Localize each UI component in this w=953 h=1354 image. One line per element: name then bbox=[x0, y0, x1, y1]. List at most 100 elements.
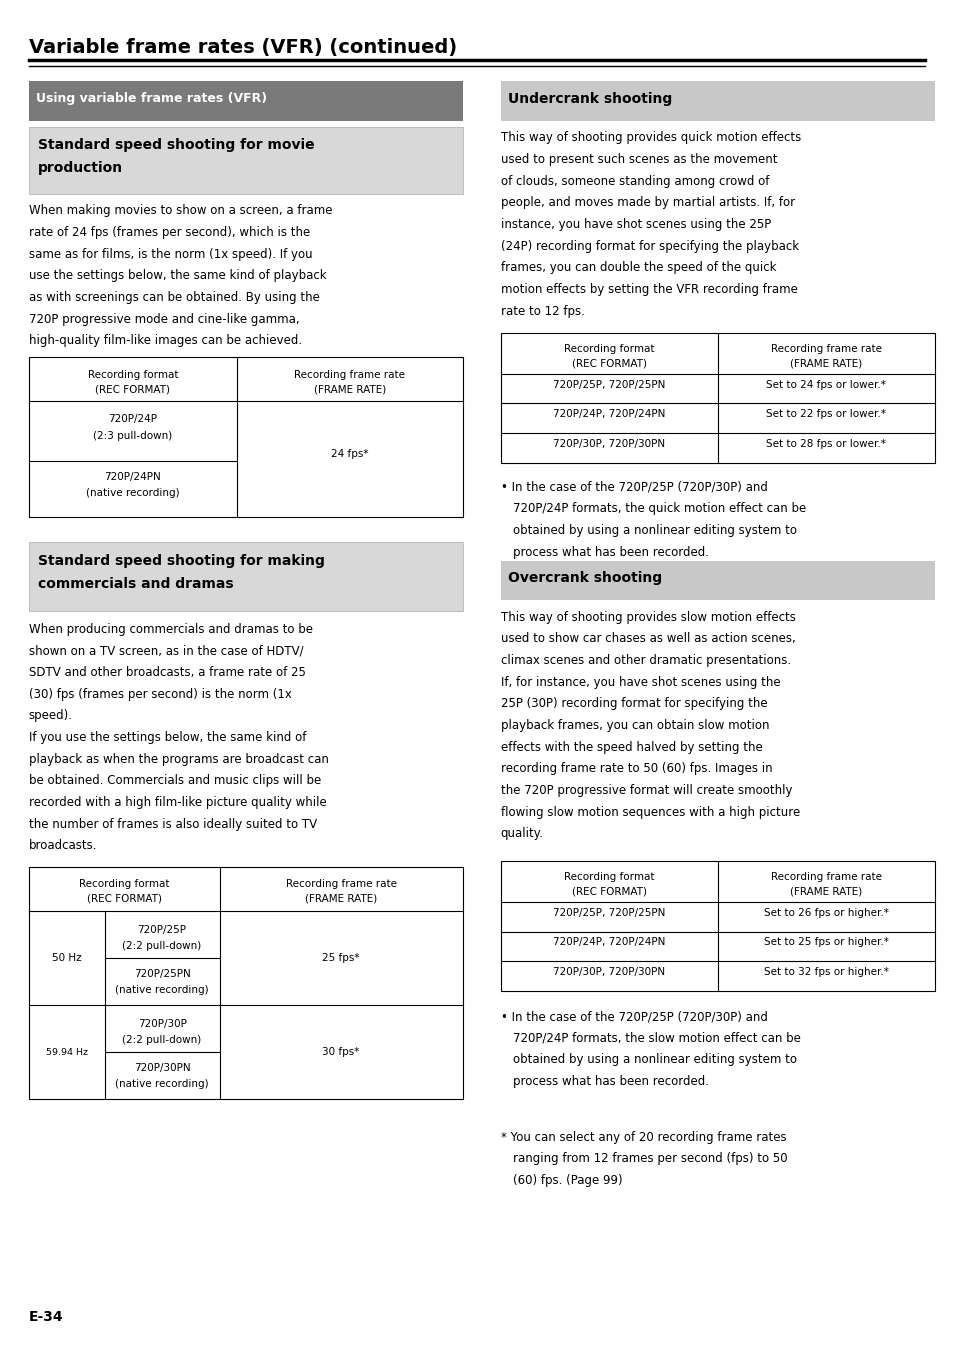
Text: climax scenes and other dramatic presentations.: climax scenes and other dramatic present… bbox=[500, 654, 790, 668]
Text: 720P/24P formats, the slow motion effect can be: 720P/24P formats, the slow motion effect… bbox=[513, 1032, 801, 1045]
Bar bbox=[29, 542, 462, 611]
Text: Recording format: Recording format bbox=[563, 872, 654, 881]
Text: be obtained. Commercials and music clips will be: be obtained. Commercials and music clips… bbox=[29, 774, 320, 788]
Text: 720P progressive mode and cine-like gamma,: 720P progressive mode and cine-like gamm… bbox=[29, 313, 299, 326]
Text: (REC FORMAT): (REC FORMAT) bbox=[87, 894, 161, 903]
Text: Set to 24 fps or lower.*: Set to 24 fps or lower.* bbox=[765, 379, 885, 390]
Bar bbox=[500, 333, 934, 463]
Text: Recording frame rate: Recording frame rate bbox=[770, 344, 881, 353]
Text: • In the case of the 720P/25P (720P/30P) and: • In the case of the 720P/25P (720P/30P)… bbox=[500, 481, 767, 494]
Text: frames, you can double the speed of the quick: frames, you can double the speed of the … bbox=[500, 261, 776, 275]
Bar bbox=[29, 867, 462, 1099]
Text: process what has been recorded.: process what has been recorded. bbox=[513, 546, 708, 559]
Text: * You can select any of 20 recording frame rates: * You can select any of 20 recording fra… bbox=[500, 1131, 785, 1144]
Text: Recording format: Recording format bbox=[563, 344, 654, 353]
Text: Variable frame rates (VFR) (continued): Variable frame rates (VFR) (continued) bbox=[29, 38, 456, 57]
Text: effects with the speed halved by setting the: effects with the speed halved by setting… bbox=[500, 741, 761, 754]
Text: production: production bbox=[38, 161, 123, 175]
Text: (FRAME RATE): (FRAME RATE) bbox=[789, 887, 862, 896]
Text: (2:3 pull-down): (2:3 pull-down) bbox=[93, 431, 172, 440]
Text: When producing commercials and dramas to be: When producing commercials and dramas to… bbox=[29, 623, 313, 636]
Text: 25P (30P) recording format for specifying the: 25P (30P) recording format for specifyin… bbox=[500, 697, 766, 711]
Text: 50 Hz: 50 Hz bbox=[51, 953, 81, 963]
Text: obtained by using a nonlinear editing system to: obtained by using a nonlinear editing sy… bbox=[513, 524, 797, 538]
Text: Set to 32 fps or higher.*: Set to 32 fps or higher.* bbox=[763, 967, 888, 978]
Text: broadcasts.: broadcasts. bbox=[29, 839, 97, 853]
Bar bbox=[29, 81, 462, 121]
Text: 24 fps*: 24 fps* bbox=[331, 448, 368, 459]
Text: 720P/25PN: 720P/25PN bbox=[133, 969, 191, 979]
Text: 720P/30P: 720P/30P bbox=[137, 1020, 187, 1029]
Text: used to present such scenes as the movement: used to present such scenes as the movem… bbox=[500, 153, 777, 167]
Bar bbox=[500, 81, 934, 121]
Text: same as for films, is the norm (1x speed). If you: same as for films, is the norm (1x speed… bbox=[29, 248, 312, 261]
Text: Standard speed shooting for making: Standard speed shooting for making bbox=[38, 554, 325, 567]
Text: Recording format: Recording format bbox=[79, 879, 170, 888]
Text: E-34: E-34 bbox=[29, 1311, 63, 1324]
Text: Using variable frame rates (VFR): Using variable frame rates (VFR) bbox=[36, 92, 267, 106]
Text: ranging from 12 frames per second (fps) to 50: ranging from 12 frames per second (fps) … bbox=[513, 1152, 787, 1166]
Bar bbox=[29, 127, 462, 194]
Text: shown on a TV screen, as in the case of HDTV/: shown on a TV screen, as in the case of … bbox=[29, 645, 303, 658]
Text: recorded with a high film-like picture quality while: recorded with a high film-like picture q… bbox=[29, 796, 326, 810]
Text: 720P/30P, 720P/30PN: 720P/30P, 720P/30PN bbox=[553, 439, 665, 450]
Text: 720P/25P, 720P/25PN: 720P/25P, 720P/25PN bbox=[553, 379, 665, 390]
Text: SDTV and other broadcasts, a frame rate of 25: SDTV and other broadcasts, a frame rate … bbox=[29, 666, 305, 680]
Text: the 720P progressive format will create smoothly: the 720P progressive format will create … bbox=[500, 784, 792, 798]
Text: If, for instance, you have shot scenes using the: If, for instance, you have shot scenes u… bbox=[500, 676, 780, 689]
Text: speed).: speed). bbox=[29, 709, 72, 723]
Text: (REC FORMAT): (REC FORMAT) bbox=[571, 887, 646, 896]
Text: Overcrank shooting: Overcrank shooting bbox=[508, 571, 662, 585]
Text: 720P/24P formats, the quick motion effect can be: 720P/24P formats, the quick motion effec… bbox=[513, 502, 805, 516]
Text: If you use the settings below, the same kind of: If you use the settings below, the same … bbox=[29, 731, 306, 745]
Text: Undercrank shooting: Undercrank shooting bbox=[508, 92, 672, 106]
Bar bbox=[500, 861, 934, 991]
Text: (FRAME RATE): (FRAME RATE) bbox=[314, 385, 386, 394]
Text: Set to 26 fps or higher.*: Set to 26 fps or higher.* bbox=[763, 907, 888, 918]
Text: Standard speed shooting for movie: Standard speed shooting for movie bbox=[38, 138, 314, 152]
Text: 720P/24P: 720P/24P bbox=[109, 414, 157, 424]
Text: Recording frame rate: Recording frame rate bbox=[285, 879, 396, 888]
Text: (native recording): (native recording) bbox=[115, 986, 209, 995]
Text: 720P/25P: 720P/25P bbox=[137, 925, 187, 934]
Text: (60) fps. (Page 99): (60) fps. (Page 99) bbox=[513, 1174, 622, 1187]
Text: Set to 25 fps or higher.*: Set to 25 fps or higher.* bbox=[763, 937, 888, 948]
Text: This way of shooting provides slow motion effects: This way of shooting provides slow motio… bbox=[500, 611, 795, 624]
Text: 59.94 Hz: 59.94 Hz bbox=[46, 1048, 88, 1057]
Text: This way of shooting provides quick motion effects: This way of shooting provides quick moti… bbox=[500, 131, 801, 145]
Text: commercials and dramas: commercials and dramas bbox=[38, 577, 233, 590]
Text: rate of 24 fps (frames per second), which is the: rate of 24 fps (frames per second), whic… bbox=[29, 226, 310, 240]
Text: quality.: quality. bbox=[500, 827, 543, 841]
Text: 720P/24P, 720P/24PN: 720P/24P, 720P/24PN bbox=[553, 937, 665, 948]
Text: people, and moves made by martial artists. If, for: people, and moves made by martial artist… bbox=[500, 196, 794, 210]
Text: high-quality film-like images can be achieved.: high-quality film-like images can be ach… bbox=[29, 334, 301, 348]
Text: Recording format: Recording format bbox=[88, 370, 178, 379]
Text: (REC FORMAT): (REC FORMAT) bbox=[95, 385, 171, 394]
Text: 720P/30PN: 720P/30PN bbox=[133, 1063, 191, 1074]
Text: 720P/24P, 720P/24PN: 720P/24P, 720P/24PN bbox=[553, 409, 665, 420]
Text: flowing slow motion sequences with a high picture: flowing slow motion sequences with a hig… bbox=[500, 806, 800, 819]
Text: 30 fps*: 30 fps* bbox=[322, 1048, 359, 1057]
Text: • In the case of the 720P/25P (720P/30P) and: • In the case of the 720P/25P (720P/30P)… bbox=[500, 1010, 767, 1024]
Text: playback as when the programs are broadcast can: playback as when the programs are broadc… bbox=[29, 753, 328, 766]
Text: 720P/25P, 720P/25PN: 720P/25P, 720P/25PN bbox=[553, 907, 665, 918]
Text: Set to 22 fps or lower.*: Set to 22 fps or lower.* bbox=[765, 409, 885, 420]
Text: 720P/24PN: 720P/24PN bbox=[104, 473, 161, 482]
Text: process what has been recorded.: process what has been recorded. bbox=[513, 1075, 708, 1089]
Text: playback frames, you can obtain slow motion: playback frames, you can obtain slow mot… bbox=[500, 719, 768, 733]
Text: When making movies to show on a screen, a frame: When making movies to show on a screen, … bbox=[29, 204, 332, 218]
Text: (FRAME RATE): (FRAME RATE) bbox=[789, 359, 862, 368]
Text: (2:2 pull-down): (2:2 pull-down) bbox=[122, 941, 201, 951]
Text: (24P) recording format for specifying the playback: (24P) recording format for specifying th… bbox=[500, 240, 798, 253]
Text: 25 fps*: 25 fps* bbox=[322, 953, 359, 963]
Text: 720P/30P, 720P/30PN: 720P/30P, 720P/30PN bbox=[553, 967, 665, 978]
Bar bbox=[29, 357, 462, 517]
Text: as with screenings can be obtained. By using the: as with screenings can be obtained. By u… bbox=[29, 291, 319, 305]
Text: use the settings below, the same kind of playback: use the settings below, the same kind of… bbox=[29, 269, 326, 283]
Text: Recording frame rate: Recording frame rate bbox=[294, 370, 405, 379]
Text: of clouds, someone standing among crowd of: of clouds, someone standing among crowd … bbox=[500, 175, 768, 188]
Text: (REC FORMAT): (REC FORMAT) bbox=[571, 359, 646, 368]
Text: (2:2 pull-down): (2:2 pull-down) bbox=[122, 1034, 201, 1045]
Text: motion effects by setting the VFR recording frame: motion effects by setting the VFR record… bbox=[500, 283, 797, 297]
Text: (30) fps (frames per second) is the norm (1x: (30) fps (frames per second) is the norm… bbox=[29, 688, 292, 701]
